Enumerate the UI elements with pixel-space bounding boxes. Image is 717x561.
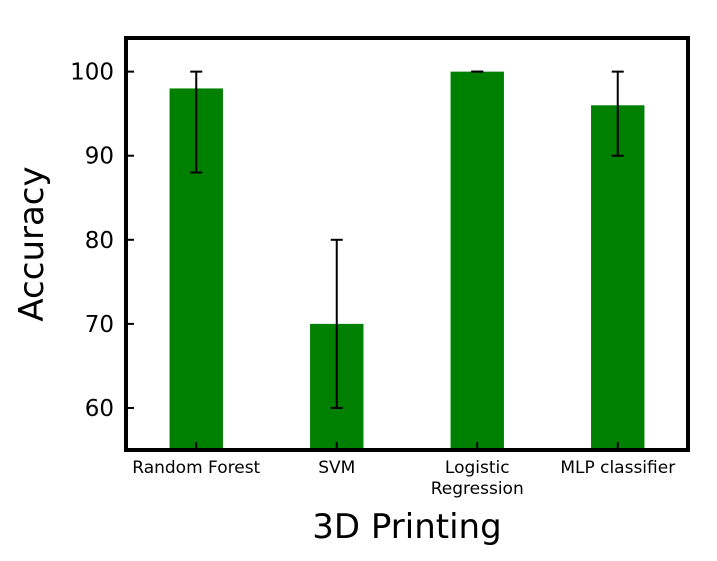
error-bars-layer xyxy=(190,70,624,409)
y-tick-label-0: 60 xyxy=(85,396,114,422)
x-axis-title: 3D Printing xyxy=(312,507,501,547)
x-tick-label-1: SVM xyxy=(318,458,355,478)
y-axis-ticks: 60 70 80 90 100 xyxy=(70,60,134,422)
bar-2 xyxy=(450,71,504,450)
bars-layer xyxy=(169,71,645,451)
y-tick-label-1: 70 xyxy=(85,312,114,338)
x-tick-label-3: MLP classifier xyxy=(560,458,675,478)
y-tick-label-2: 80 xyxy=(85,228,114,254)
plot-area-frame xyxy=(124,36,690,452)
y-tick-label-3: 90 xyxy=(85,144,114,170)
x-tick-label-0: Random Forest xyxy=(132,458,260,478)
y-tick-label-4: 100 xyxy=(70,60,114,86)
bar-3 xyxy=(591,105,645,450)
y-axis-title: Accuracy xyxy=(12,166,52,321)
x-tick-label-2: Logistic Regression xyxy=(431,458,524,499)
x-axis-ticks: Random Forest SVM Logistic Regression MLP cl… xyxy=(132,442,675,499)
